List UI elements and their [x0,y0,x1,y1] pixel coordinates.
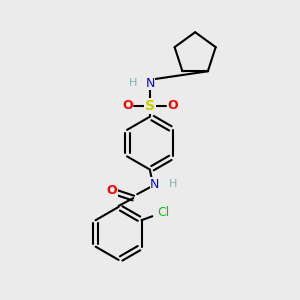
Text: Cl: Cl [157,206,169,219]
Text: S: S [145,99,155,113]
Text: N: N [145,77,155,90]
Text: O: O [106,184,117,197]
Text: O: O [167,99,178,112]
Text: H: H [168,179,177,189]
Text: O: O [122,99,133,112]
Text: H: H [129,78,137,88]
Text: N: N [150,178,160,191]
